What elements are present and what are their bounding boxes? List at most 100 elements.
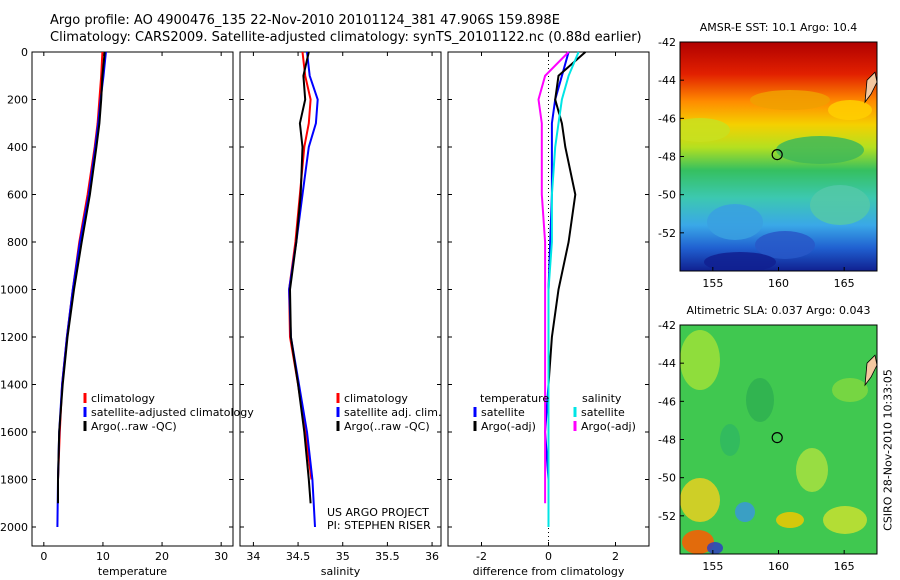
sst_map-y-tick-label: -52	[658, 227, 676, 240]
timestamp-stamp: CSIRO 28-Nov-2010 10:33:05	[881, 369, 895, 531]
credit-text: US ARGO PROJECT PI: STEPHEN RISER	[327, 506, 431, 532]
temperature-x-tick-label: 0	[40, 550, 47, 563]
sla_map-field	[680, 325, 877, 554]
sst_map-x-tick-label: 155	[702, 277, 723, 290]
y-tick-label: 1600	[0, 426, 28, 439]
sst-patch	[704, 252, 776, 271]
sla-patch	[796, 448, 828, 492]
sst_map-y-tick-label: -50	[658, 189, 676, 202]
sst-patch	[707, 204, 763, 240]
plot-title-line1: Argo profile: AO 4900476_135 22-Nov-2010…	[50, 13, 560, 28]
sla_map-y-tick-label: -50	[658, 472, 676, 485]
sla-patch	[680, 478, 720, 522]
sst_map-x-tick-label: 160	[768, 277, 789, 290]
y-tick-label: 0	[21, 46, 28, 59]
sla-patch	[832, 378, 868, 402]
salinity-panel	[239, 51, 442, 547]
temperature-x-tick-label: 10	[96, 550, 110, 563]
sla_map-x-tick-label: 160	[768, 560, 789, 573]
temperature-x-axis-label: temperature	[98, 565, 167, 578]
y-tick-label: 1000	[0, 284, 28, 297]
temperature-x-tick-label: 20	[155, 550, 169, 563]
series-line-salinity-satellite	[547, 51, 580, 527]
sla-patch	[746, 378, 774, 422]
y-tick-label: 400	[7, 141, 28, 154]
sla_map-panel	[679, 324, 878, 555]
salinity-x-tick-label: 34	[246, 550, 260, 563]
difference-temperature-legend-label: Argo(-adj)	[481, 420, 536, 433]
coastline-shape	[864, 354, 877, 387]
sst_map-x-tick-label: 165	[834, 277, 855, 290]
salinity-x-tick-label: 35.5	[375, 550, 400, 563]
difference-salinity-legend-label: Argo(-adj)	[581, 420, 636, 433]
difference-x-tick-label: 0	[545, 550, 552, 563]
difference-legend-title-salinity: salinity	[582, 392, 622, 405]
difference-legend-title-temperature: temperature	[480, 392, 549, 405]
y-tick-label: 600	[7, 189, 28, 202]
temperature-axes-frame	[31, 51, 234, 547]
sla-patch	[707, 542, 723, 554]
y-tick-label: 1800	[0, 474, 28, 487]
difference-salinity-legend-label: satellite	[581, 406, 625, 419]
sla_map-y-tick-label: -44	[658, 357, 676, 370]
temperature-x-tick-label: 30	[214, 550, 228, 563]
salinity-x-tick-label: 34.5	[286, 550, 311, 563]
sla-patch	[823, 506, 867, 534]
y-tick-label: 200	[7, 94, 28, 107]
sst-patch	[755, 231, 815, 259]
difference-panel	[447, 51, 650, 547]
sst-patch	[750, 90, 830, 110]
sla-patch	[720, 424, 740, 456]
sla_map-x-tick-label: 165	[834, 560, 855, 573]
sst_map-y-tick-label: -42	[658, 36, 676, 49]
sla_map-title: Altimetric SLA: 0.037 Argo: 0.043	[686, 304, 870, 317]
salinity-legend-label: climatology	[344, 392, 408, 405]
float-location-marker	[771, 431, 783, 444]
y-tick-label: 1400	[0, 379, 28, 392]
credit-project: US ARGO PROJECT	[327, 506, 429, 519]
sst_map-panel	[679, 41, 878, 272]
sst-patch	[828, 100, 872, 120]
temperature-panel	[31, 51, 234, 547]
temperature-legend-label: Argo(..raw -QC)	[91, 420, 177, 433]
sla_map-y-tick-label: -42	[658, 319, 676, 332]
salinity-x-axis-label: salinity	[321, 565, 361, 578]
sst-patch	[776, 136, 864, 164]
y-tick-label: 2000	[0, 521, 28, 534]
sla-patch	[680, 330, 720, 390]
plot-title-line2: Climatology: CARS2009. Satellite-adjuste…	[50, 30, 642, 45]
salinity-x-tick-label: 35	[336, 550, 350, 563]
sst_map-y-tick-label: -46	[658, 112, 676, 125]
sla_map-y-tick-label: -46	[658, 395, 676, 408]
sst_map-title: AMSR-E SST: 10.1 Argo: 10.4	[700, 21, 858, 34]
y-tick-label: 1200	[0, 331, 28, 344]
sst_map-field	[680, 42, 877, 271]
series-line-argo-raw-qc-	[57, 51, 106, 504]
salinity-axes-frame	[239, 51, 442, 547]
sla-patch	[682, 530, 714, 554]
sla-patch	[735, 502, 755, 522]
salinity-legend-label: satellite adj. clim.	[344, 406, 441, 419]
sla_map-y-tick-label: -52	[658, 510, 676, 523]
temperature-legend-label: climatology	[91, 392, 155, 405]
y-tick-label: 800	[7, 236, 28, 249]
salinity-x-tick-label: 36	[425, 550, 439, 563]
float-location-marker	[771, 148, 783, 161]
sla-patch	[776, 512, 804, 528]
sla_map-x-tick-label: 155	[702, 560, 723, 573]
coastline-shape	[864, 71, 877, 104]
difference-x-tick-label: -2	[476, 550, 487, 563]
salinity-legend-label: Argo(..raw -QC)	[344, 420, 430, 433]
credit-pi: PI: STEPHEN RISER	[327, 519, 431, 532]
sst_map-y-tick-label: -48	[658, 151, 676, 164]
sst-patch	[810, 185, 870, 225]
difference-x-tick-label: 2	[612, 550, 619, 563]
series-line-salinity-argo-adj-	[537, 51, 570, 504]
series-line-argo-raw-qc-	[288, 51, 312, 504]
difference-temperature-legend-label: satellite	[481, 406, 525, 419]
sst_map-y-tick-label: -44	[658, 74, 676, 87]
sst-patch	[680, 118, 730, 142]
sla_map-y-tick-label: -48	[658, 434, 676, 447]
temperature-legend-label: satellite-adjusted climatology	[91, 406, 254, 419]
